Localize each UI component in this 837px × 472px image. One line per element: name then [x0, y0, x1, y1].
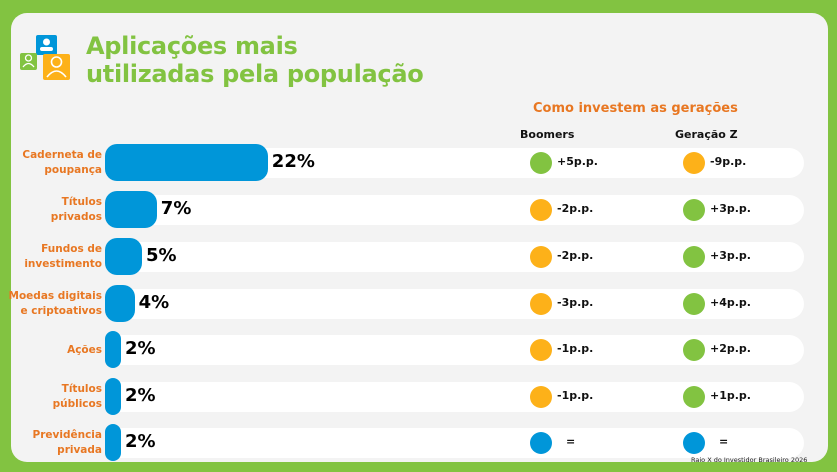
generations-subtitle: Como investem as gerações: [533, 101, 738, 116]
geracao-z-change: +4p.p.: [710, 296, 751, 309]
chart-row: Títulos públicos 2% -1p.p. +1p.p.: [0, 377, 837, 417]
value-label: 2%: [125, 431, 156, 452]
boomers-indicator-dot: [530, 386, 552, 408]
geracao-z-change: +1p.p.: [710, 389, 751, 402]
geracao-z-change: +2p.p.: [710, 342, 751, 355]
category-label: Previdência privada: [32, 429, 102, 456]
value-label: 4%: [138, 292, 170, 313]
boomers-change: =: [566, 435, 576, 448]
category-label: Caderneta de poupança: [22, 149, 102, 176]
geracao-z-indicator-dot: [683, 432, 705, 454]
geracao-z-indicator-dot: [683, 339, 705, 361]
chart-row: Fundos de investimento 5% -2p.p. +3p.p.: [0, 237, 837, 277]
bar: [105, 285, 135, 322]
boomers-indicator-dot: [530, 199, 552, 221]
boomers-indicator-dot: [530, 432, 552, 454]
chart-row: Caderneta de poupança 22% +5p.p. -9p.p.: [0, 143, 837, 183]
boomers-change: -2p.p.: [557, 249, 594, 262]
column-header-boomers: Boomers: [520, 128, 575, 141]
source-footer: Raio X do Investidor Brasileiro 2026: [691, 456, 808, 464]
chart-row: Moedas digitais e criptoativos 4% -3p.p. …: [0, 284, 837, 324]
boomers-indicator-dot: [530, 339, 552, 361]
category-label: Ações: [67, 343, 102, 356]
bar: [105, 238, 142, 275]
chart-row: Ações 2% -1p.p. +2p.p.: [0, 330, 837, 370]
chart-row: Títulos privados 7% -2p.p. +3p.p.: [0, 190, 837, 230]
page-title: Aplicações mais utilizadas pela populaçã…: [86, 32, 424, 88]
value-label: 7%: [160, 198, 192, 219]
bar: [105, 378, 121, 415]
geracao-z-change: -9p.p.: [710, 155, 747, 168]
people-icon: [20, 35, 70, 80]
geracao-z-indicator-dot: [683, 152, 705, 174]
value-label: 5%: [146, 245, 177, 266]
title-line-1: Aplicações mais: [86, 32, 298, 60]
bar: [105, 191, 157, 228]
category-label: Fundos de investimento: [24, 243, 102, 270]
value-label: 2%: [125, 385, 156, 406]
boomers-indicator-dot: [530, 152, 552, 174]
geracao-z-change: =: [719, 435, 729, 448]
boomers-indicator-dot: [530, 246, 552, 268]
boomers-change: -1p.p.: [557, 342, 594, 355]
geracao-z-change: +3p.p.: [710, 202, 751, 215]
geracao-z-indicator-dot: [683, 199, 705, 221]
boomers-change: -1p.p.: [557, 389, 594, 402]
boomers-indicator-dot: [530, 293, 552, 315]
bar: [105, 424, 121, 461]
geracao-z-indicator-dot: [683, 386, 705, 408]
bar: [105, 144, 268, 181]
boomers-change: -3p.p.: [557, 296, 594, 309]
geracao-z-change: +3p.p.: [710, 249, 751, 262]
category-label: Moedas digitais e criptoativos: [8, 290, 102, 317]
column-header-geracao-z: Geração Z: [675, 128, 738, 141]
geracao-z-indicator-dot: [683, 293, 705, 315]
geracao-z-indicator-dot: [683, 246, 705, 268]
boomers-change: +5p.p.: [557, 155, 598, 168]
category-label: Títulos privados: [50, 196, 102, 223]
value-label: 2%: [125, 338, 156, 359]
boomers-change: -2p.p.: [557, 202, 594, 215]
title-line-2: utilizadas pela população: [86, 60, 424, 88]
category-label: Títulos públicos: [52, 383, 102, 410]
value-label: 22%: [271, 151, 315, 172]
chart-row: Previdência privada 2% = =: [0, 423, 837, 463]
bar: [105, 331, 121, 368]
